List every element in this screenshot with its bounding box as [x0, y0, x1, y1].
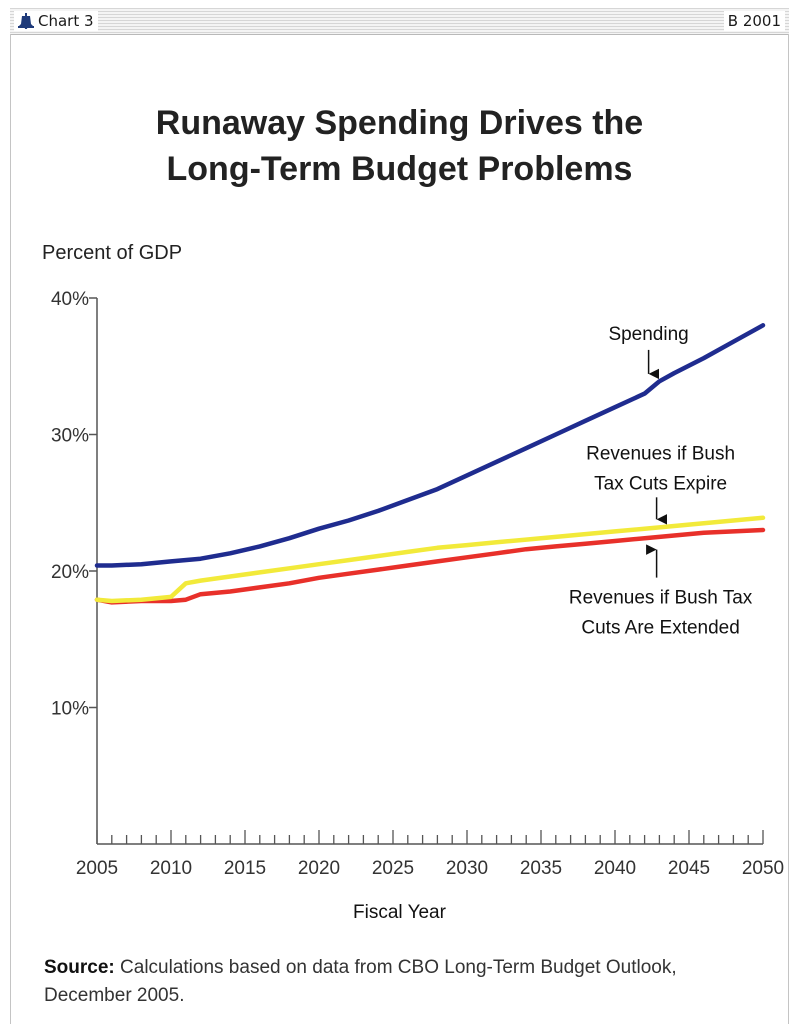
series-line-revenues_expire [94, 515, 766, 604]
y-tick-label: 30% [51, 426, 89, 447]
annotation-spending: Spending [608, 324, 688, 345]
annotation-revenues-expire-line: Tax Cuts Expire [594, 473, 727, 494]
chart-lines [94, 323, 766, 605]
series-line-spending [94, 323, 766, 568]
chart-title-line-1: Runaway Spending Drives the [155, 104, 644, 142]
chart-annotations: Spending Revenues if Bush Tax Cuts Expire R… [569, 324, 753, 639]
chart-number: Chart 3 [38, 12, 94, 30]
chart-title: Runaway Spending Drives the Long-Term Bu… [0, 100, 799, 192]
x-axis-label: Fiscal Year [353, 902, 446, 923]
liberty-bell-icon [18, 13, 34, 29]
y-tick-label: 20% [51, 562, 89, 583]
x-tick-label: 2010 [150, 858, 192, 879]
x-tick-label: 2015 [224, 858, 266, 879]
x-tick-label: 2005 [76, 858, 118, 879]
source-note: Source: Calculations based on data from … [44, 954, 764, 1010]
y-axis-label: Percent of GDP [42, 242, 183, 264]
x-tick-label: 2050 [742, 858, 784, 879]
annotation-revenues-extended-line: Cuts Are Extended [581, 618, 739, 639]
source-label: Source: [44, 957, 115, 978]
annotation-revenues-expire-line: Revenues if Bush [586, 443, 735, 464]
chart-code: B 2001 [727, 12, 781, 30]
chart-frame [10, 34, 789, 1024]
x-tick-label: 2025 [372, 858, 414, 879]
chart-axes: 10% 20% 30% 40% 2005 2010 2015 2020 2025 2030 2035… [51, 289, 784, 879]
x-tick-label: 2045 [668, 858, 710, 879]
source-text: Calculations based on data from CBO Long… [44, 957, 677, 1006]
x-tick-label: 2040 [594, 858, 636, 879]
x-tick-label: 2035 [520, 858, 562, 879]
series-line-revenues_extended [94, 527, 766, 605]
chart-number-chip: Chart 3 [14, 11, 98, 31]
chart-code-chip: B 2001 [723, 11, 785, 31]
y-tick-label: 40% [51, 289, 89, 310]
annotation-revenues-extended-line: Revenues if Bush Tax [569, 588, 753, 609]
chart-header-bar: Chart 3 B 2001 [10, 8, 789, 35]
chart-title-line-2: Long-Term Budget Problems [166, 150, 633, 188]
x-tick-label: 2020 [298, 858, 340, 879]
x-tick-label: 2030 [446, 858, 488, 879]
y-tick-label: 10% [51, 699, 89, 720]
